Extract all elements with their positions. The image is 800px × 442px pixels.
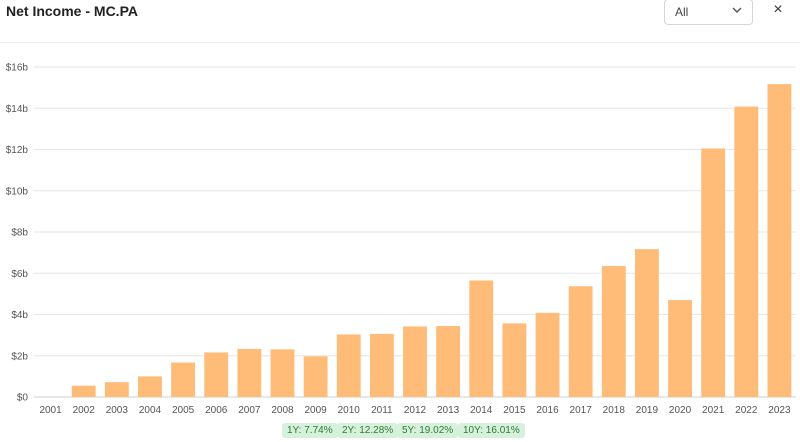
bar-2015[interactable] bbox=[502, 323, 527, 397]
bar-2013[interactable] bbox=[436, 326, 461, 397]
growth-badges: 1Y: 7.74% 2Y: 12.28% 5Y: 19.02% 10Y: 16.01% bbox=[0, 423, 800, 439]
x-tick-label: 2017 bbox=[570, 405, 593, 416]
bar-2010[interactable] bbox=[336, 334, 361, 397]
x-tick-label: 2007 bbox=[238, 405, 261, 416]
x-tick-label: 2010 bbox=[338, 405, 361, 416]
x-tick-label: 2014 bbox=[470, 405, 493, 416]
x-tick-label: 2016 bbox=[536, 405, 559, 416]
bar-2017[interactable] bbox=[568, 286, 593, 397]
x-tick-label: 2021 bbox=[702, 405, 725, 416]
y-tick-label: $8b bbox=[11, 228, 28, 239]
x-tick-label: 2011 bbox=[371, 405, 393, 416]
x-tick-label: 2002 bbox=[73, 405, 96, 416]
bar-2012[interactable] bbox=[403, 326, 427, 397]
close-button[interactable]: × bbox=[773, 1, 783, 18]
y-tick-label: $0 bbox=[17, 393, 29, 404]
x-tick-label: 2020 bbox=[669, 405, 692, 416]
x-tick-label: 2022 bbox=[735, 405, 758, 416]
y-tick-label: $10b bbox=[6, 186, 29, 197]
y-tick-label: $14b bbox=[6, 104, 29, 115]
y-tick-label: $6b bbox=[11, 269, 28, 280]
growth-badge: 1Y: 7.74% bbox=[282, 423, 338, 438]
x-tick-label: 2009 bbox=[304, 405, 327, 416]
y-axis: $0 $2b $4b $6b $8b $10b $12b $14b $16b bbox=[6, 63, 29, 404]
x-tick-label: 2012 bbox=[404, 405, 427, 416]
bar-2018[interactable] bbox=[601, 266, 626, 397]
x-tick-label: 2018 bbox=[603, 405, 626, 416]
bar-2003[interactable] bbox=[104, 382, 129, 397]
x-tick-label: 2004 bbox=[139, 405, 162, 416]
period-select[interactable]: All bbox=[664, 0, 753, 25]
bar-chart: $0$2b$4b$6b$8b$10b$12b$14b$16b 2001 2002 2… bbox=[6, 63, 796, 416]
y-tick-label: $12b bbox=[6, 145, 29, 156]
x-tick-label: 2013 bbox=[437, 405, 460, 416]
bar-2020[interactable] bbox=[668, 300, 692, 397]
x-tick-label: 2015 bbox=[503, 405, 526, 416]
bar-2011[interactable] bbox=[369, 333, 394, 397]
bar-2002[interactable] bbox=[71, 385, 96, 397]
x-tick-label: 2003 bbox=[106, 405, 129, 416]
bar-2008[interactable] bbox=[270, 349, 295, 397]
growth-badge: 2Y: 12.28% bbox=[337, 423, 399, 438]
bar-2021[interactable] bbox=[701, 148, 726, 397]
bar-2009[interactable] bbox=[303, 356, 328, 397]
bar-2019[interactable] bbox=[634, 249, 659, 397]
bar-2005[interactable] bbox=[171, 362, 196, 397]
x-tick-label: 2005 bbox=[172, 405, 195, 416]
growth-badge: 5Y: 19.02% bbox=[397, 423, 459, 438]
chart-title: Net Income - MC.PA bbox=[6, 3, 138, 19]
x-tick-label: 2001 bbox=[39, 405, 62, 416]
y-tick-label: $4b bbox=[11, 310, 28, 321]
bar-2022[interactable] bbox=[734, 106, 759, 397]
bar-2007[interactable] bbox=[237, 348, 262, 397]
y-tick-label: $16b bbox=[6, 63, 29, 74]
bar-2014[interactable] bbox=[469, 280, 494, 397]
period-select-value: All bbox=[675, 5, 689, 19]
growth-badge: 10Y: 16.01% bbox=[458, 423, 525, 438]
x-tick-label: 2023 bbox=[768, 405, 791, 416]
chart-header: Net Income - MC.PA All × bbox=[0, 0, 800, 43]
bar-2023[interactable] bbox=[767, 84, 792, 398]
x-tick-label: 2019 bbox=[636, 405, 659, 416]
chevron-down-icon bbox=[732, 7, 742, 13]
bar-2016[interactable] bbox=[535, 312, 560, 397]
bar-2004[interactable] bbox=[138, 376, 162, 397]
bar-2006[interactable] bbox=[204, 352, 229, 397]
x-axis: 2001 2002 2003 2004 2005 2006 2007 2008 2009 2010… bbox=[39, 405, 791, 416]
x-tick-label: 2006 bbox=[205, 405, 228, 416]
x-tick-label: 2008 bbox=[271, 405, 294, 416]
bars bbox=[71, 84, 792, 398]
y-tick-label: $2b bbox=[11, 351, 28, 362]
